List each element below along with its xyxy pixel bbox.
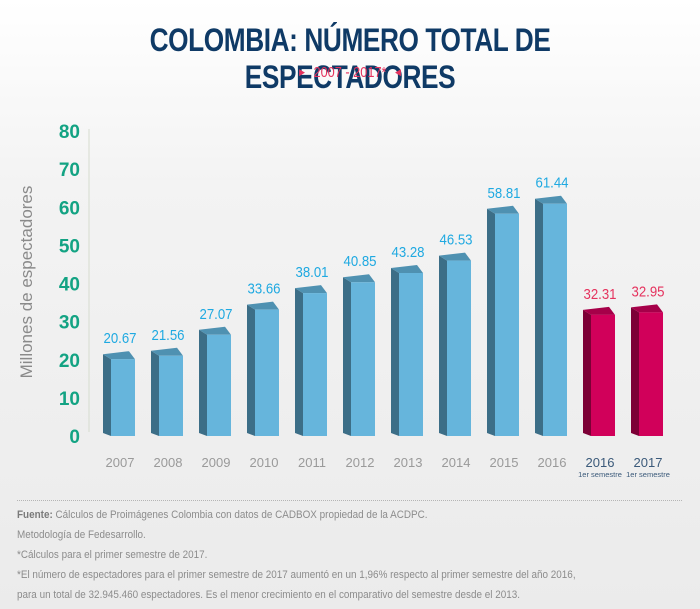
x-tick-label: 2008 xyxy=(154,455,183,470)
bar-value-label: 46.53 xyxy=(440,231,473,248)
bar-side xyxy=(391,267,399,436)
bar xyxy=(159,355,183,436)
y-tick-label: 50 xyxy=(59,236,80,257)
bar-side xyxy=(583,309,591,436)
chart-subtitle: ▶ 2007 - 2017* ◀ xyxy=(53,64,648,81)
chart-footer: Fuente: Cálculos de Proimágenes Colombia… xyxy=(17,500,682,609)
bar-top xyxy=(151,347,183,356)
y-tick-label: 20 xyxy=(59,351,80,372)
x-tick-label: 2016 xyxy=(586,455,615,470)
bar xyxy=(399,272,423,436)
source-label: Fuente: xyxy=(17,509,53,521)
bar xyxy=(207,334,231,436)
bar-side xyxy=(199,329,207,436)
bar-chart: 0 10 20 30 40 50 60 70 80 Millones de espectadore… xyxy=(17,122,670,479)
x-tick-label: 2016 xyxy=(538,455,567,470)
bar-side xyxy=(343,277,351,436)
x-tick-label: 2010 xyxy=(250,455,279,470)
footer-source: Fuente: Cálculos de Proimágenes Colombia… xyxy=(17,509,616,521)
bar-top xyxy=(583,306,615,315)
triangle-right-icon: ▶ xyxy=(299,67,305,77)
x-tick-label: 2014 xyxy=(442,455,471,470)
y-tick-label: 30 xyxy=(59,313,80,334)
y-tick-label: 0 xyxy=(69,427,80,448)
bar-top xyxy=(487,205,519,214)
x-tick-label: 2013 xyxy=(394,455,423,470)
bar xyxy=(543,203,567,436)
bar-side xyxy=(535,198,543,436)
bar-side xyxy=(631,307,639,436)
y-tick-label: 80 xyxy=(59,122,80,143)
chart-title: COLOMBIA: NÚMERO TOTAL DE ESPECTADORES xyxy=(149,22,551,95)
footer-note-3: para un total de 32.945.460 espectadores… xyxy=(17,589,521,601)
bar xyxy=(351,282,375,436)
bar-value-label: 43.28 xyxy=(392,243,425,260)
bar-top xyxy=(631,304,663,313)
footer-note-2: *El número de espectadores para el prime… xyxy=(17,569,576,581)
footer-methodology: Metodología de Fedesarrollo. xyxy=(17,529,146,541)
bar-top xyxy=(343,274,375,283)
x-tick-label: 2011 xyxy=(298,455,326,470)
bar-value-label: 38.01 xyxy=(296,263,329,280)
x-tick-sublabel: 1er semestre xyxy=(626,470,670,479)
bar-value-label: 21.56 xyxy=(152,326,185,343)
bar-top xyxy=(439,252,471,261)
bar xyxy=(255,309,279,436)
bar-side xyxy=(151,350,159,436)
bar xyxy=(111,359,135,436)
x-tick-sublabel: 1er semestre xyxy=(578,470,622,479)
bar-top xyxy=(247,301,279,310)
bar-top xyxy=(103,351,135,360)
triangle-left-icon: ◀ xyxy=(395,67,401,77)
x-tick-label: 2009 xyxy=(202,455,231,470)
bar-side xyxy=(439,255,447,436)
bar xyxy=(495,213,519,436)
bar xyxy=(303,293,327,436)
bar-side xyxy=(103,354,111,436)
x-tick-label: 2017 xyxy=(634,455,663,470)
bar-value-label: 27.07 xyxy=(200,305,233,322)
bar-side xyxy=(487,208,495,436)
subtitle-text: 2007 - 2017* xyxy=(313,64,387,81)
bar-value-label: 32.31 xyxy=(584,285,617,302)
y-tick-label: 10 xyxy=(59,389,80,410)
bar xyxy=(447,260,471,436)
x-tick-label: 2012 xyxy=(346,455,375,470)
bar xyxy=(639,312,663,436)
y-tick-label: 40 xyxy=(59,275,80,296)
bar-value-label: 40.85 xyxy=(344,252,377,269)
bar-top xyxy=(535,195,567,204)
bar-side xyxy=(247,304,255,436)
y-tick-label: 60 xyxy=(59,198,80,219)
footer-note-1: *Cálculos para el primer semestre de 201… xyxy=(17,549,208,561)
y-tick-label: 70 xyxy=(59,160,80,181)
bar-value-label: 20.67 xyxy=(104,329,137,346)
bar xyxy=(591,314,615,436)
bar-side xyxy=(295,288,303,436)
bar-value-label: 33.66 xyxy=(248,280,281,297)
bar-value-label: 61.44 xyxy=(536,174,569,191)
bar-top xyxy=(199,326,231,335)
x-tick-label: 2007 xyxy=(106,455,135,470)
x-tick-label: 2015 xyxy=(490,455,519,470)
bar-value-label: 32.95 xyxy=(632,283,665,300)
bar-top xyxy=(295,285,327,294)
bar-value-label: 58.81 xyxy=(488,184,521,201)
source-text: Cálculos de Proimágenes Colombia con dat… xyxy=(52,509,428,521)
y-axis-label: Millones de espectadores xyxy=(17,186,36,379)
bar-top xyxy=(391,264,423,273)
